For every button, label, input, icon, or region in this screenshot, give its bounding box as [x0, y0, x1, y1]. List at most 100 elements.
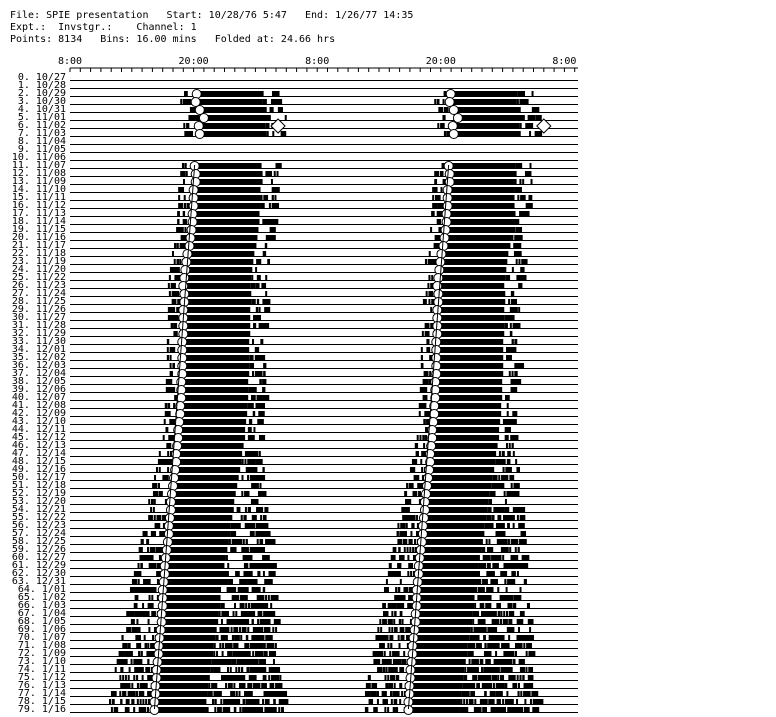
- activity-bar: [172, 267, 177, 273]
- activity-bar: [263, 355, 266, 361]
- activity-bar: [260, 531, 263, 537]
- activity-bar: [167, 467, 170, 473]
- activity-bar: [412, 651, 468, 657]
- activity-bar: [383, 611, 389, 617]
- activity-bar: [502, 635, 505, 641]
- activity-bar: [155, 467, 158, 473]
- activity-bar: [249, 611, 255, 617]
- activity-bar: [272, 131, 275, 137]
- activity-bar: [264, 699, 269, 705]
- activity-bar: [504, 323, 508, 329]
- activity-bar: [474, 659, 479, 665]
- activity-bar: [260, 203, 265, 209]
- activity-bar: [256, 507, 264, 513]
- row-date-label: 64. 1/01: [18, 584, 66, 595]
- activity-bar: [520, 267, 525, 273]
- activity-bar: [239, 659, 244, 665]
- activity-bar: [274, 195, 277, 201]
- activity-bar: [262, 99, 267, 105]
- activity-bar: [416, 587, 476, 593]
- activity-bar: [496, 659, 499, 665]
- activity-bar: [382, 699, 388, 705]
- activity-bar: [257, 611, 262, 617]
- activity-bar: [394, 611, 397, 617]
- activity-bar: [424, 499, 489, 505]
- activity-bar: [266, 531, 271, 537]
- activity-bar: [494, 611, 497, 617]
- activity-bar: [230, 523, 238, 529]
- activity-bar: [519, 515, 526, 521]
- activity-bar: [488, 659, 491, 665]
- activity-bar: [477, 635, 480, 641]
- activity-bar: [141, 707, 146, 713]
- activity-bar: [203, 115, 271, 121]
- activity-bar: [232, 691, 235, 697]
- activity-bar: [498, 691, 502, 697]
- activity-bar: [495, 579, 498, 585]
- activity-bar: [255, 475, 261, 481]
- row-date-label: 24. 11/20: [12, 264, 66, 275]
- activity-bar: [255, 283, 260, 289]
- activity-bar: [519, 123, 522, 129]
- activity-bar: [421, 467, 424, 473]
- activity-bar: [153, 515, 156, 521]
- row-date-label: 26. 11/23: [12, 280, 66, 291]
- activity-bar: [273, 99, 280, 105]
- activity-bar: [249, 531, 255, 537]
- activity-bar: [436, 211, 440, 217]
- activity-bar: [152, 587, 157, 593]
- activity-bar: [159, 635, 216, 641]
- activity-bar: [407, 603, 411, 609]
- activity-bar: [513, 219, 517, 225]
- activity-bar: [512, 307, 518, 313]
- onset-trend-line: [407, 164, 450, 710]
- activity-bar: [254, 635, 257, 641]
- activity-bar: [244, 523, 250, 529]
- activity-bar: [476, 659, 479, 665]
- activity-bar: [184, 227, 187, 233]
- activity-bar: [427, 331, 430, 337]
- activity-bar: [167, 539, 229, 545]
- activity-bar: [258, 403, 266, 409]
- activity-bar: [385, 579, 388, 585]
- activity-bar: [194, 163, 262, 169]
- activity-bar: [470, 627, 473, 633]
- activity-bar: [401, 603, 405, 609]
- activity-bar: [125, 683, 130, 689]
- activity-bar: [252, 683, 260, 689]
- activity-bar: [517, 363, 525, 369]
- activity-bar: [130, 659, 133, 665]
- activity-bar: [408, 539, 413, 545]
- activity-bar: [180, 235, 186, 241]
- activity-bar: [259, 435, 266, 441]
- activity-bar: [186, 203, 190, 209]
- activity-bar: [519, 99, 523, 105]
- row-date-label: 35. 12/02: [12, 352, 66, 363]
- activity-bar: [271, 611, 274, 617]
- activity-bar: [402, 531, 405, 537]
- activity-bar: [160, 627, 217, 633]
- row-date-label: 71. 1/08: [18, 640, 66, 651]
- activity-bar: [378, 651, 384, 657]
- activity-bar: [269, 579, 273, 585]
- activity-bar: [263, 491, 267, 497]
- activity-bar: [422, 379, 429, 385]
- activity-bar: [502, 467, 505, 473]
- activity-bar: [245, 467, 253, 473]
- activity-bar: [519, 235, 523, 241]
- activity-bar: [152, 483, 156, 489]
- activity-bar: [528, 203, 533, 209]
- activity-bar: [420, 363, 424, 369]
- activity-bar: [452, 123, 520, 129]
- activity-bar: [409, 691, 462, 697]
- activity-bar: [181, 395, 249, 401]
- activity-bar: [511, 339, 514, 345]
- activity-bar: [436, 363, 504, 369]
- activity-bar: [471, 635, 478, 641]
- activity-bar: [134, 595, 139, 601]
- activity-bar: [257, 491, 266, 497]
- activity-bar: [428, 251, 431, 257]
- activity-bar: [382, 619, 387, 625]
- onset-circle-marker: [448, 105, 459, 115]
- activity-bar: [512, 507, 517, 513]
